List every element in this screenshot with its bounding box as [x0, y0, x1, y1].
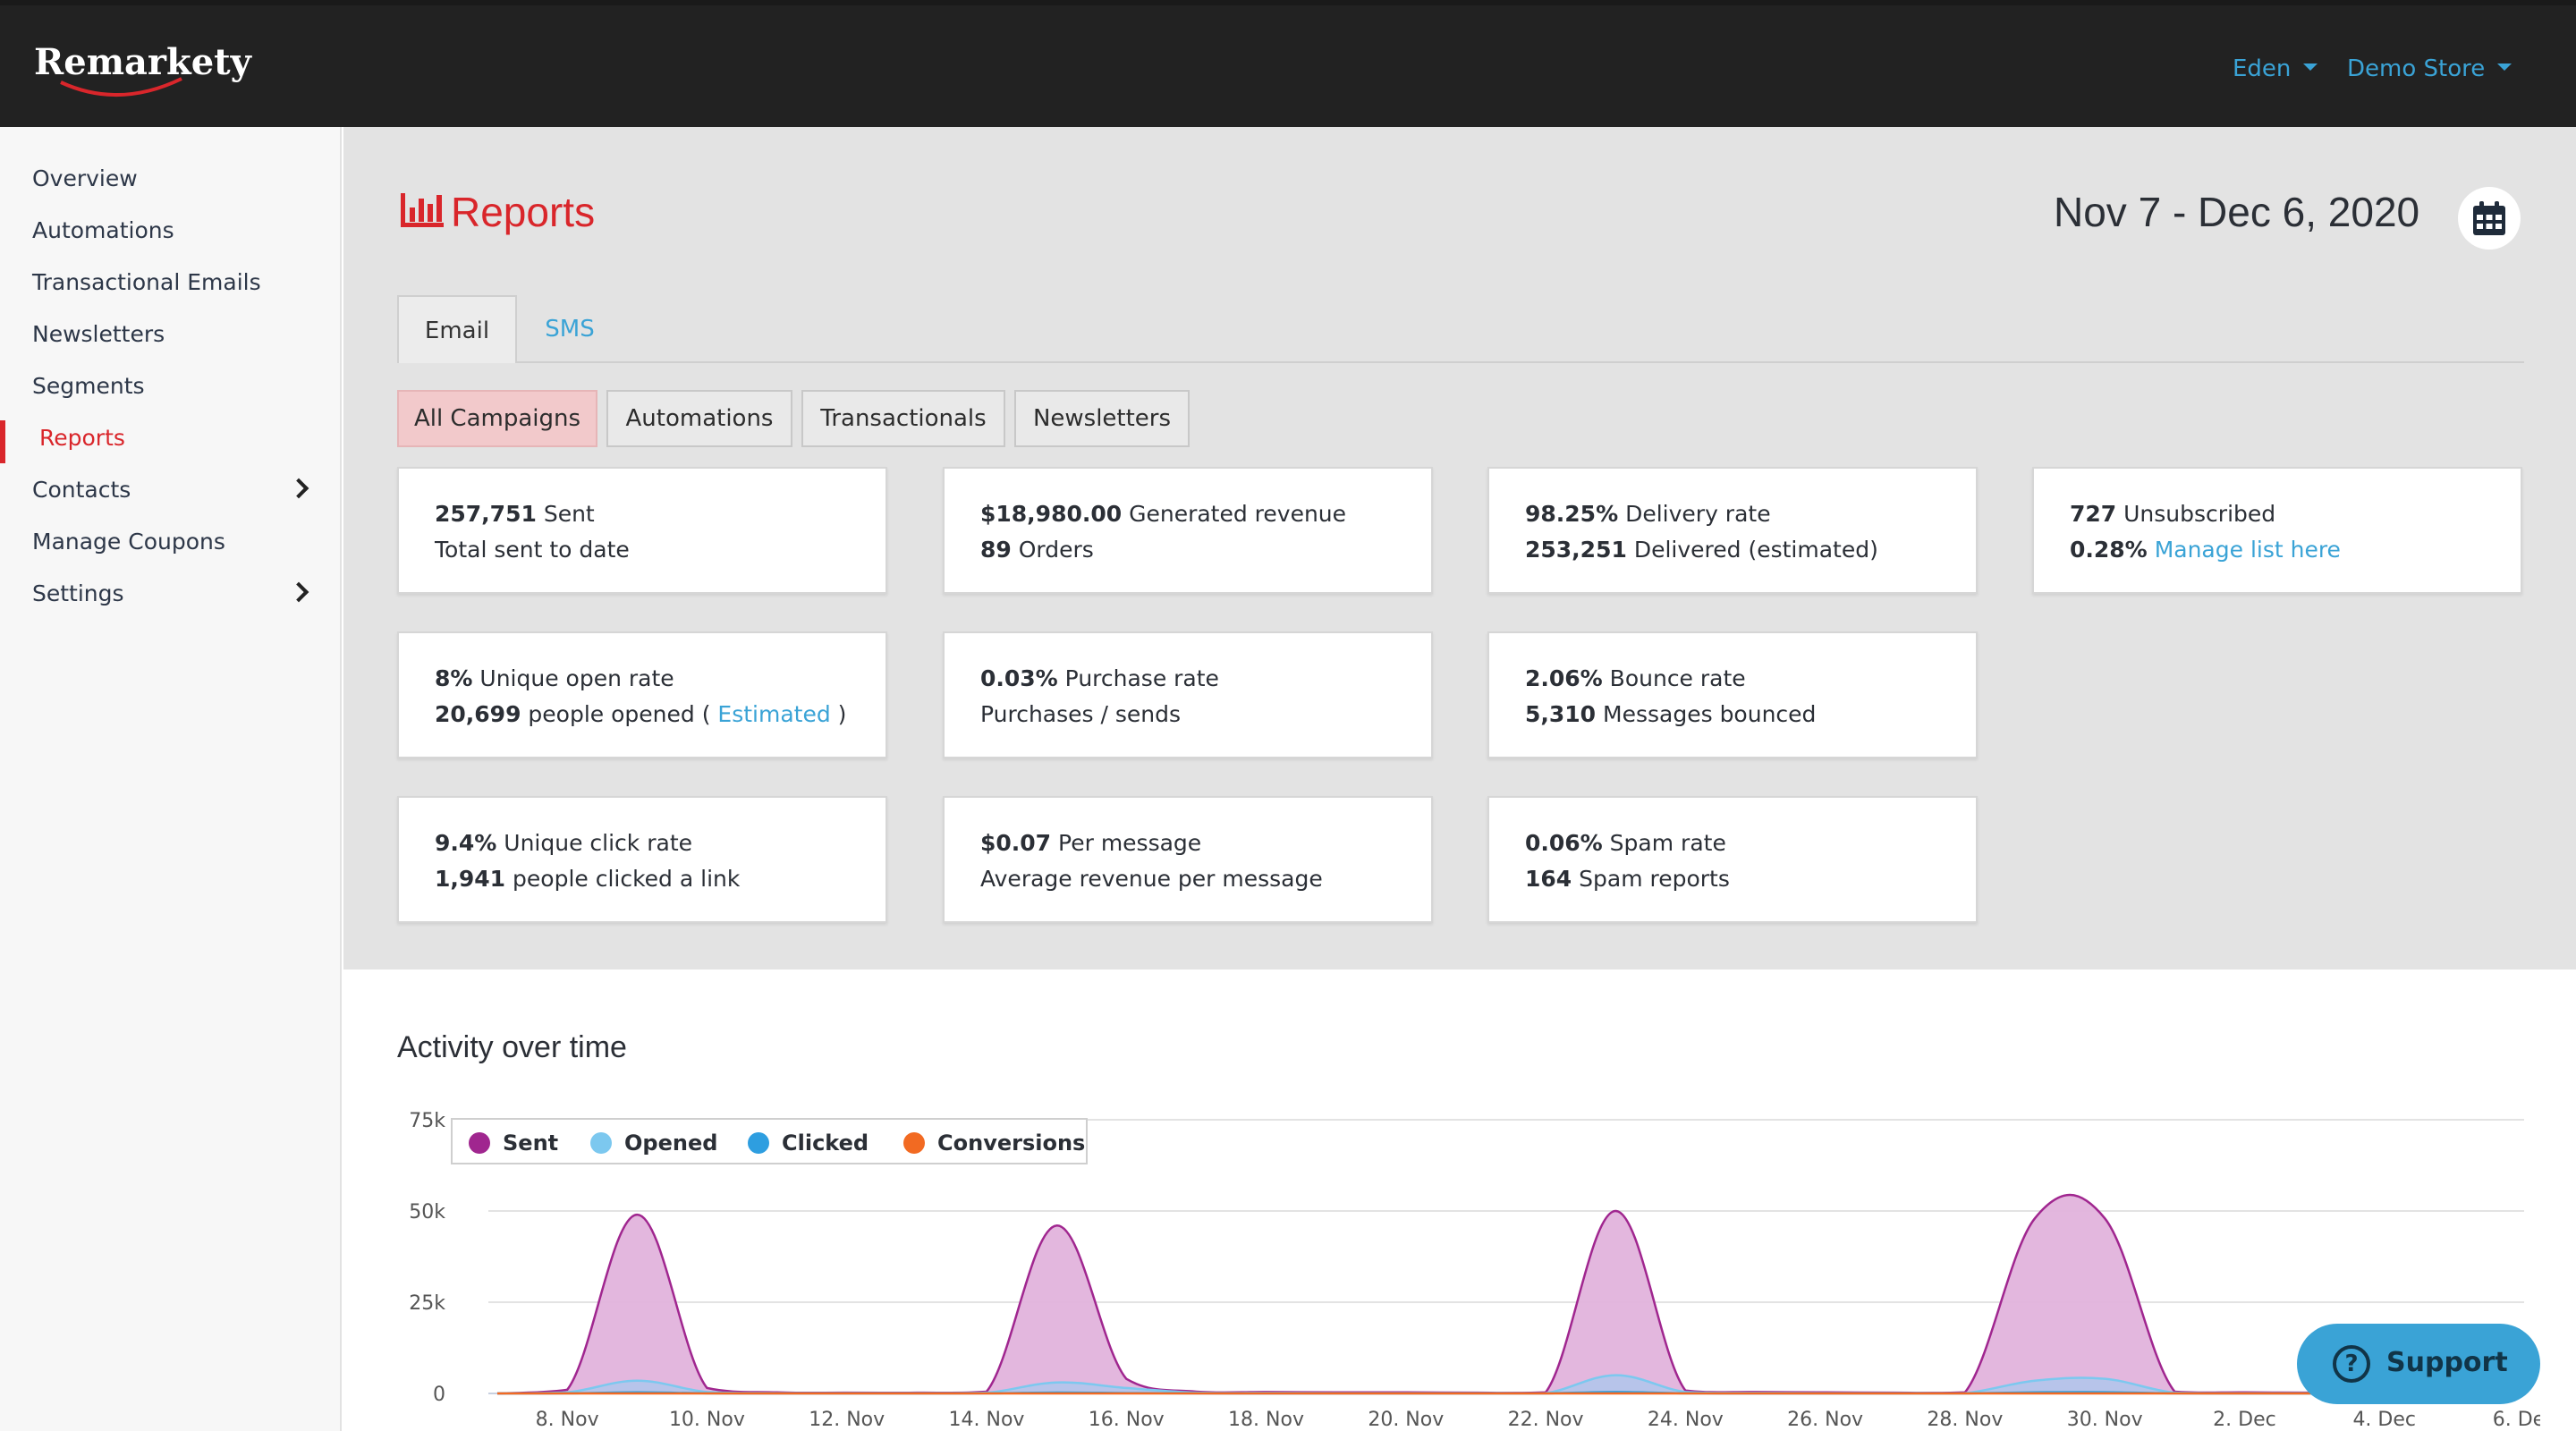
x-tick-label: 4. Dec — [2352, 1409, 2416, 1431]
caret-down-icon — [2497, 63, 2512, 71]
page-title: Reports — [451, 189, 596, 235]
stat-card-spam-rate: 0.06% Spam rate 164 Spam reports — [1487, 796, 1978, 923]
sidebar-item-newsletters[interactable]: Newsletters — [32, 321, 165, 347]
chart-legend: Sent Opened Clicked Conversions — [451, 1118, 1088, 1164]
legend-dot-icon — [590, 1132, 612, 1154]
x-tick-label: 30. Nov — [2067, 1409, 2143, 1431]
legend-dot-icon — [469, 1132, 490, 1154]
x-tick-label: 12. Nov — [809, 1409, 885, 1431]
tab-sms[interactable]: SMS — [545, 316, 595, 343]
chevron-right-icon — [288, 581, 309, 603]
sidebar-item-automations[interactable]: Automations — [32, 217, 174, 243]
sidebar-item-reports[interactable]: Reports — [39, 425, 125, 451]
caret-down-icon — [2303, 63, 2318, 71]
bar-chart-icon — [401, 193, 444, 227]
sidebar-item-segments[interactable]: Segments — [32, 373, 145, 399]
filter-all-campaigns[interactable]: All Campaigns — [397, 390, 597, 447]
activity-title: Activity over time — [397, 1030, 627, 1064]
sidebar: Overview Automations Transactional Email… — [0, 127, 342, 1431]
store-menu[interactable]: Demo Store — [2347, 55, 2512, 82]
support-button[interactable]: ? Support — [2297, 1324, 2540, 1404]
series-area-sent — [497, 1194, 2524, 1393]
estimated-link[interactable]: Estimated — [717, 701, 831, 727]
x-tick-label: 28. Nov — [1927, 1409, 2003, 1431]
stat-card-per-message: $0.07 Per message Average revenue per me… — [943, 796, 1433, 923]
x-tick-label: 20. Nov — [1368, 1409, 1444, 1431]
sidebar-item-manage-coupons[interactable]: Manage Coupons — [32, 529, 225, 555]
stat-card-click-rate: 9.4% Unique click rate 1,941 people clic… — [397, 796, 887, 923]
x-tick-label: 18. Nov — [1228, 1409, 1304, 1431]
x-tick-label: 8. Nov — [536, 1409, 599, 1431]
active-indicator — [0, 420, 5, 463]
top-bar: Remarkety Eden Demo Store — [0, 0, 2576, 127]
stat-card-revenue: $18,980.00 Generated revenue 89 Orders — [943, 467, 1433, 594]
manage-list-link[interactable]: Manage list here — [2154, 537, 2341, 563]
series-line-opened — [496, 1374, 2524, 1395]
question-icon: ? — [2333, 1345, 2370, 1383]
tabs-divider — [397, 361, 2524, 363]
stat-card-purchase-rate: 0.03% Purchase rate Purchases / sends — [943, 631, 1433, 758]
series-line-sent — [496, 1193, 2524, 1395]
filter-newsletters[interactable]: Newsletters — [1014, 390, 1190, 447]
sidebar-item-settings[interactable]: Settings — [32, 576, 309, 612]
sidebar-item-overview[interactable]: Overview — [32, 165, 138, 191]
date-range: Nov 7 - Dec 6, 2020 — [2054, 189, 2420, 235]
series-area-opened — [497, 1375, 2524, 1393]
y-tick-label: 0 — [433, 1384, 445, 1406]
x-tick-label: 14. Nov — [949, 1409, 1025, 1431]
stat-card-unsubscribed: 727 Unsubscribed 0.28% Manage list here — [2032, 467, 2522, 594]
stat-card-bounce-rate: 2.06% Bounce rate 5,310 Messages bounced — [1487, 631, 1978, 758]
x-tick-label: 16. Nov — [1089, 1409, 1165, 1431]
y-tick-label: 75k — [409, 1110, 445, 1132]
sidebar-item-contacts[interactable]: Contacts — [32, 472, 309, 508]
legend-dot-icon — [903, 1132, 925, 1154]
tab-email[interactable]: Email — [397, 295, 517, 363]
calendar-button[interactable] — [2458, 187, 2521, 250]
calendar-icon — [2473, 201, 2505, 235]
y-tick-label: 50k — [409, 1201, 445, 1224]
filter-transactionals[interactable]: Transactionals — [801, 390, 1005, 447]
stat-card-delivery: 98.25% Delivery rate 253,251 Delivered (… — [1487, 467, 1978, 594]
sidebar-item-transactional-emails[interactable]: Transactional Emails — [32, 269, 261, 295]
x-tick-label: 10. Nov — [669, 1409, 745, 1431]
x-tick-label: 2. Dec — [2213, 1409, 2276, 1431]
stat-card-sent: 257,751 Sent Total sent to date — [397, 467, 887, 594]
filter-automations[interactable]: Automations — [606, 390, 792, 447]
logo-swoosh-icon — [60, 77, 182, 97]
y-tick-label: 25k — [409, 1292, 445, 1315]
x-tick-label: 24. Nov — [1648, 1409, 1724, 1431]
legend-dot-icon — [748, 1132, 769, 1154]
x-tick-label: 6. Dec — [2493, 1409, 2540, 1431]
x-tick-label: 26. Nov — [1787, 1409, 1863, 1431]
x-tick-label: 22. Nov — [1508, 1409, 1584, 1431]
stat-card-open-rate: 8% Unique open rate 20,699 people opened… — [397, 631, 887, 758]
chevron-right-icon — [288, 478, 309, 499]
user-menu[interactable]: Eden — [2233, 55, 2318, 82]
logo[interactable]: Remarkety — [34, 39, 251, 102]
